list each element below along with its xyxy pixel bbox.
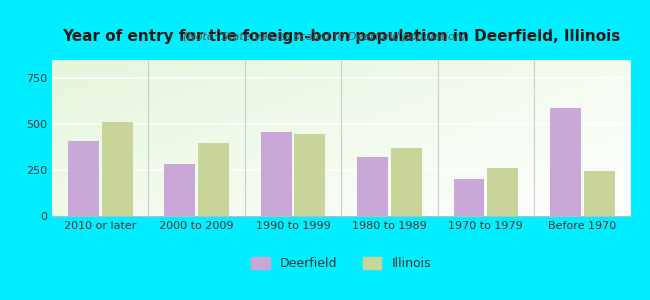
Legend: Deerfield, Illinois: Deerfield, Illinois (246, 252, 436, 275)
Bar (454, 179, 484, 216)
Title: Year of entry for the foreign-born population in Deerfield, Illinois: Year of entry for the foreign-born popul… (62, 28, 620, 44)
Bar (294, 134, 326, 216)
Bar (584, 171, 615, 216)
Bar (101, 122, 133, 216)
Bar (198, 142, 229, 216)
Text: (Note: State values scaled to Deerfield population): (Note: State values scaled to Deerfield … (183, 32, 467, 41)
Bar (357, 157, 388, 216)
Bar (164, 164, 195, 216)
Bar (391, 148, 422, 216)
Bar (550, 108, 581, 216)
Bar (68, 141, 99, 216)
Bar (261, 133, 292, 216)
Bar (488, 168, 518, 216)
